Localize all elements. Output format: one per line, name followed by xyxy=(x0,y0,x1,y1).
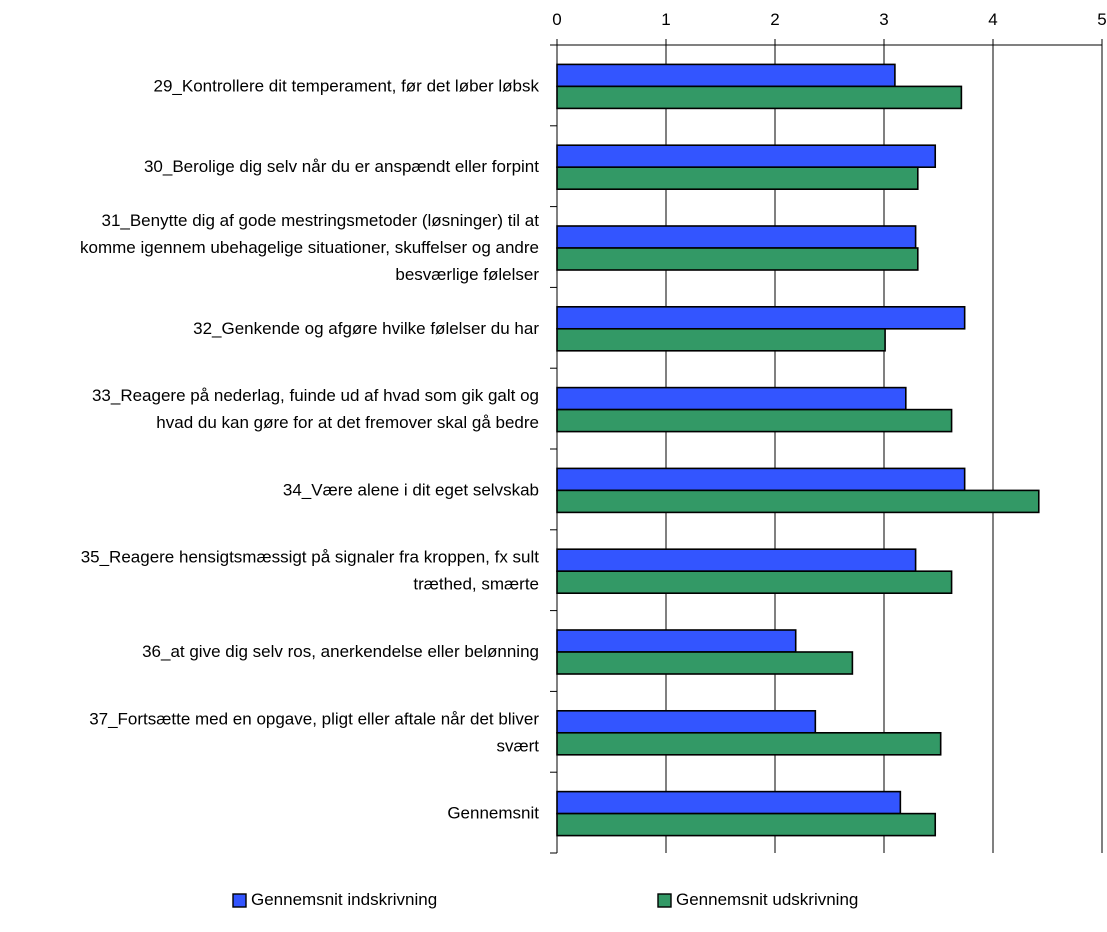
bar-indskrivning xyxy=(556,709,817,734)
category-label-line: svært xyxy=(497,736,540,755)
x-tick-label: 0 xyxy=(552,10,561,29)
axis-layer: 0 1 2 3 4 5 xyxy=(550,10,1107,854)
category-label: 36_at give dig selv ros, anerkendelse el… xyxy=(142,642,539,661)
category-label: 37_Fortsætte med en opgave, pligt eller … xyxy=(89,709,539,755)
category-label-line: komme igennem ubehagelige situationer, s… xyxy=(80,238,539,257)
category-label-line: træthed, smærte xyxy=(413,575,539,594)
bar-indskrivning xyxy=(556,629,797,653)
category-label-line: 31_Benytte dig af gode mestringsmetoder … xyxy=(101,211,539,230)
bar-udskrivning xyxy=(556,327,886,352)
bar-udskrivning xyxy=(556,166,919,190)
x-tick-label: 3 xyxy=(879,10,888,29)
bar-indskrivning xyxy=(556,790,902,815)
category-labels: 29_Kontrollere dit temperament, før det … xyxy=(80,76,539,822)
bar-udskrivning xyxy=(556,85,963,110)
legend-swatch xyxy=(657,893,672,908)
category-label: 33_Reagere på nederlag, fuinde ud af hva… xyxy=(92,386,539,432)
category-label: 35_Reagere hensigtsmæssigt på signaler f… xyxy=(81,548,540,594)
category-label-line: hvad du kan gøre for at det fremover ska… xyxy=(156,413,539,432)
bar-indskrivning xyxy=(556,63,896,88)
legend-swatch xyxy=(232,893,247,908)
bar-udskrivning xyxy=(556,731,942,756)
category-label: 34_Være alene i dit eget selvskab xyxy=(283,480,539,499)
x-tick-label: 1 xyxy=(661,10,670,29)
category-label: 30_Berolige dig selv når du er anspændt … xyxy=(144,157,539,176)
bar-indskrivning xyxy=(556,225,917,249)
category-label-line: Gennemsnit xyxy=(447,804,539,823)
bar-indskrivning xyxy=(556,548,917,573)
category-label-line: 30_Berolige dig selv når du er anspændt … xyxy=(144,157,539,176)
bars-layer xyxy=(556,63,1040,837)
category-label-line: 32_Genkende og afgøre hvilke følelser du… xyxy=(193,319,539,338)
legend-label: Gennemsnit indskrivning xyxy=(251,890,437,909)
category-label: 29_Kontrollere dit temperament, før det … xyxy=(154,76,540,95)
bar-udskrivning xyxy=(556,247,919,271)
category-label: 31_Benytte dig af gode mestringsmetoder … xyxy=(80,211,539,284)
category-label: Gennemsnit xyxy=(447,804,539,823)
x-tick-label: 4 xyxy=(988,10,997,29)
bar-udskrivning xyxy=(556,408,953,433)
bar-udskrivning xyxy=(556,570,953,595)
x-tick-label: 2 xyxy=(770,10,779,29)
bar-indskrivning xyxy=(556,386,907,411)
category-label-line: 36_at give dig selv ros, anerkendelse el… xyxy=(142,642,539,661)
category-label-line: 35_Reagere hensigtsmæssigt på signaler f… xyxy=(81,548,540,567)
bar-indskrivning xyxy=(556,467,966,492)
category-label-line: 34_Være alene i dit eget selvskab xyxy=(283,480,539,499)
legend: Gennemsnit indskrivning Gennemsnit udskri… xyxy=(232,890,858,909)
bar-udskrivning xyxy=(556,489,1040,514)
category-label-line: 33_Reagere på nederlag, fuinde ud af hva… xyxy=(92,386,539,405)
category-label-line: besværlige følelser xyxy=(395,265,539,284)
x-tick-label: 5 xyxy=(1097,10,1106,29)
category-label-line: 37_Fortsætte med en opgave, pligt eller … xyxy=(89,709,539,728)
category-label: 32_Genkende og afgøre hvilke følelser du… xyxy=(193,319,539,338)
bar-indskrivning xyxy=(556,305,966,330)
bar-udskrivning xyxy=(556,812,937,837)
legend-label: Gennemsnit udskrivning xyxy=(676,890,858,909)
category-label-line: 29_Kontrollere dit temperament, før det … xyxy=(154,76,540,95)
bar-udskrivning xyxy=(556,651,854,675)
bar-indskrivning xyxy=(556,144,937,168)
